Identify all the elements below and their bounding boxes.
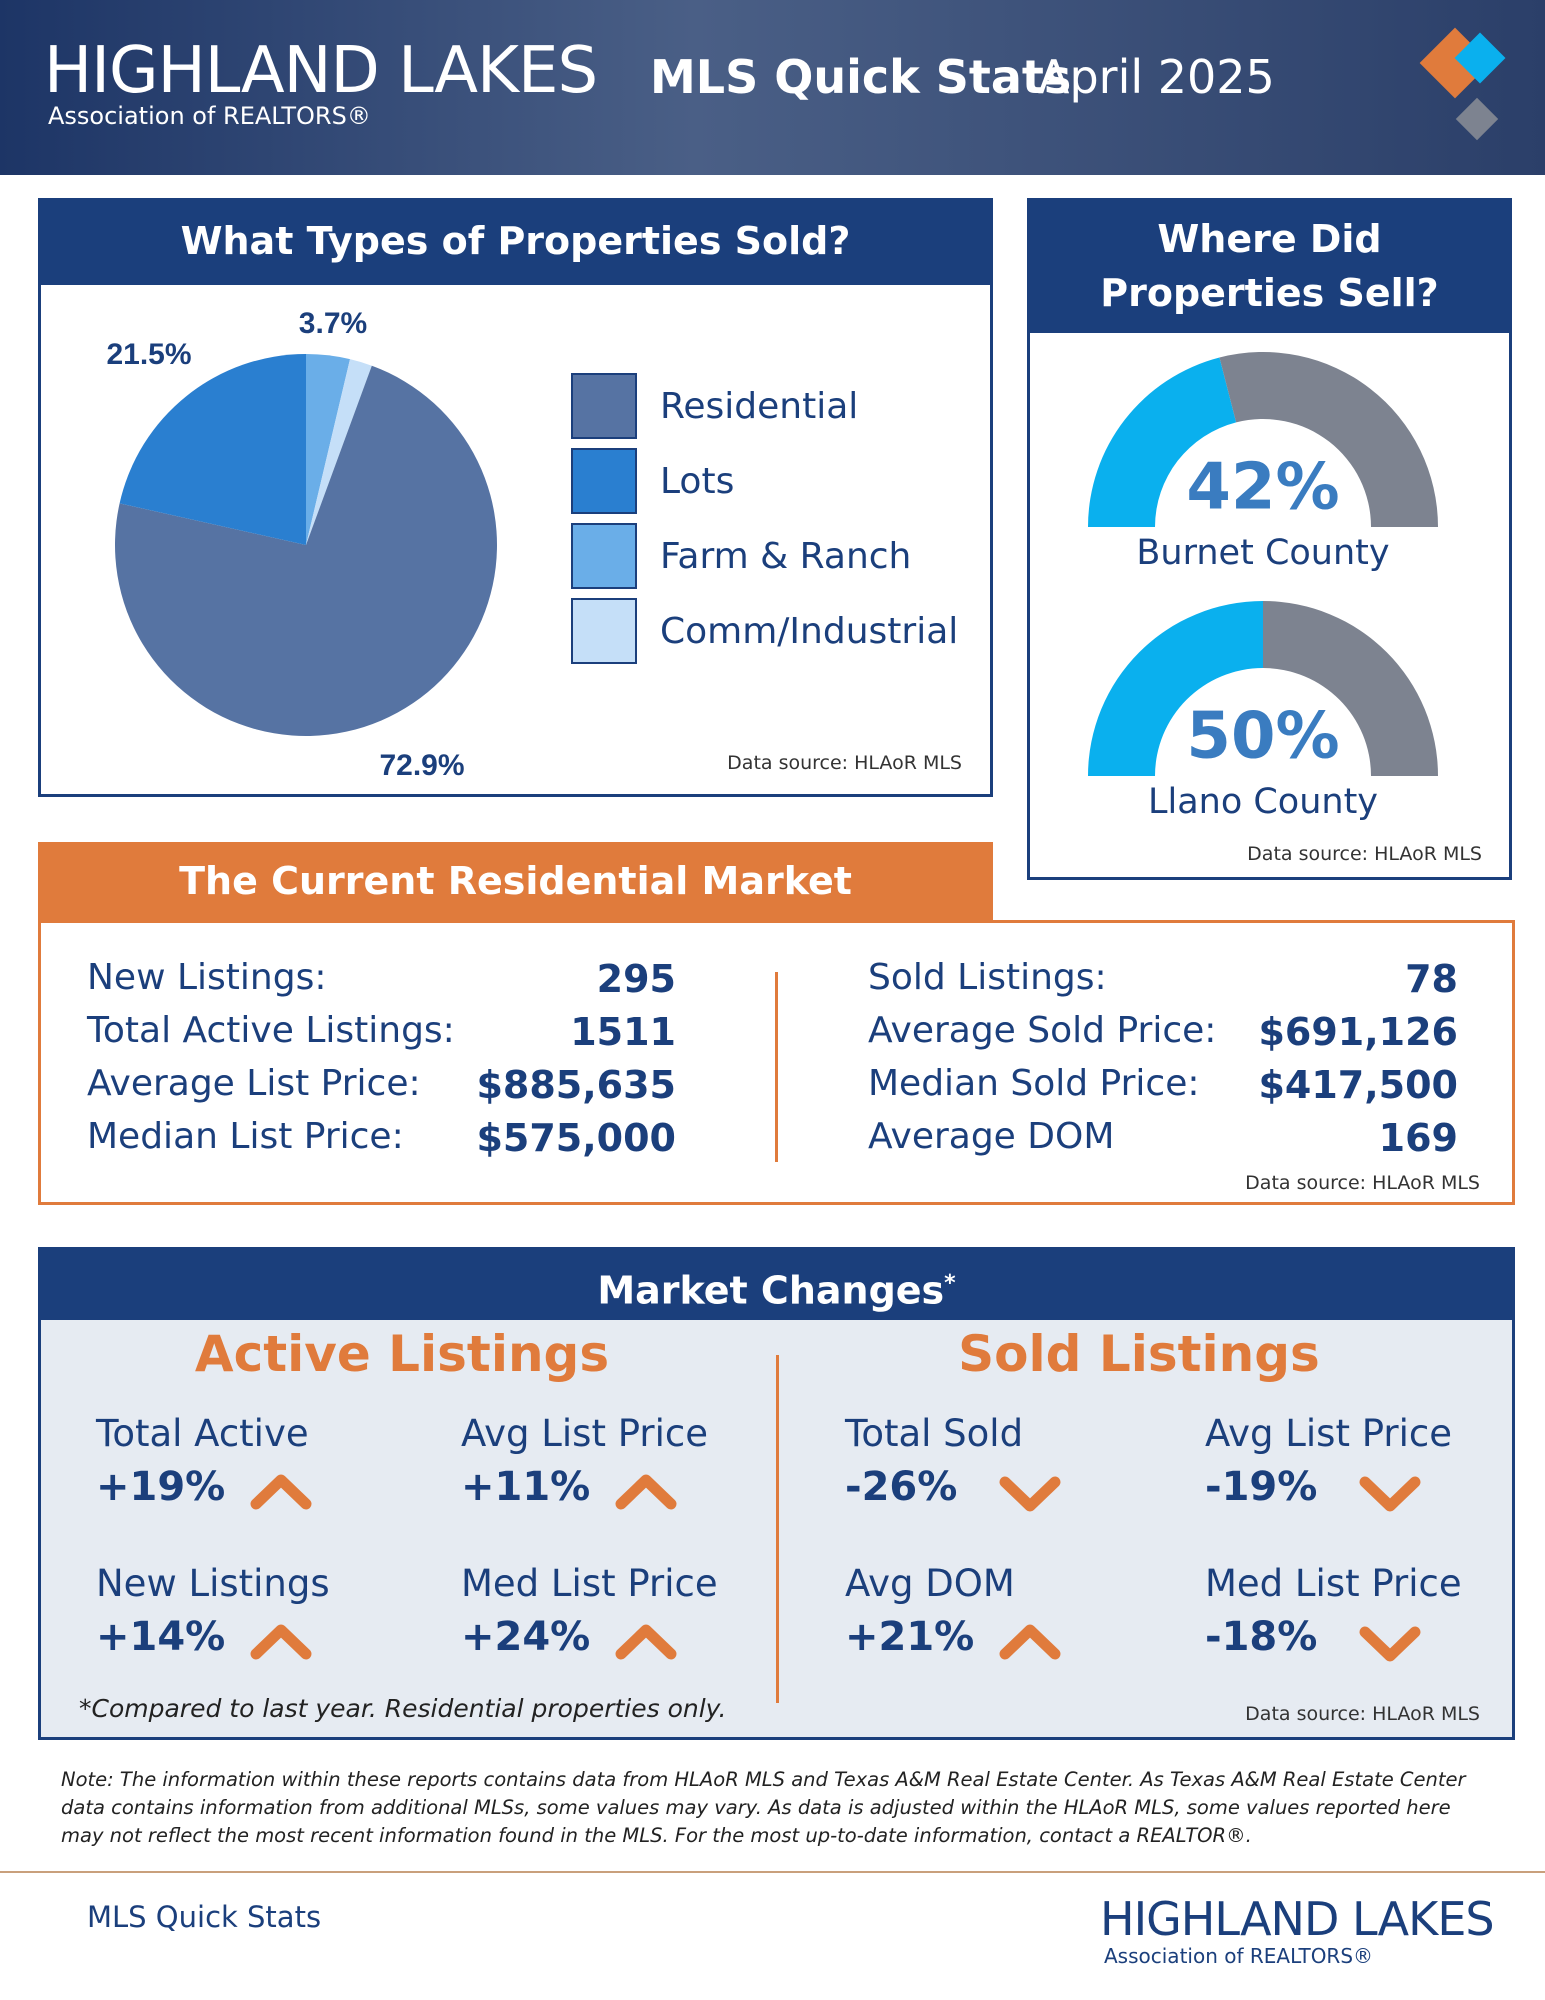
changes-footnote: *Compared to last year. Residential prop… [79, 1694, 727, 1723]
change-arrow [250, 1474, 312, 1510]
change-arrow [615, 1474, 677, 1510]
market-label: Median List Price: [87, 1116, 404, 1157]
market-value: 1511 [570, 1010, 676, 1054]
change-arrow [1359, 1476, 1421, 1512]
market-value: 295 [596, 957, 676, 1001]
market-title: The Current Residential Market [38, 842, 993, 920]
logo-sub: Association of REALTORS® [48, 102, 371, 130]
where-source: Data source: HLAoR MLS [1247, 843, 1482, 865]
changes-source: Data source: HLAoR MLS [1245, 1703, 1480, 1725]
change-label: Avg List Price [1205, 1412, 1452, 1455]
change-arrow [999, 1624, 1061, 1660]
change-arrow [250, 1624, 312, 1660]
change-label: Avg List Price [461, 1412, 708, 1455]
market-value: $885,635 [476, 1063, 676, 1107]
legend-label: Lots [660, 461, 734, 502]
group-title: Sold Listings [958, 1325, 1320, 1383]
gauge-label: 42% [1186, 451, 1339, 525]
change-label: Med List Price [1205, 1562, 1462, 1605]
change-arrow [1359, 1626, 1421, 1662]
changes-title-text: Market Changes [597, 1268, 945, 1313]
report-title: MLS Quick Stats [650, 50, 1072, 104]
types-title: What Types of Properties Sold? [38, 198, 993, 285]
legend-swatch [571, 448, 637, 514]
market-source: Data source: HLAoR MLS [1245, 1172, 1480, 1194]
change-value: +21% [845, 1614, 975, 1660]
group-title: Active Listings [194, 1325, 610, 1383]
header-banner [0, 0, 1545, 175]
note: Note: The information within these repor… [61, 1768, 1466, 1847]
change-value: -19% [1205, 1464, 1318, 1510]
market-label: Average List Price: [87, 1063, 421, 1104]
change-label: Avg DOM [845, 1562, 1015, 1605]
market-label: Median Sold Price: [868, 1063, 1200, 1104]
pie-slice [306, 359, 372, 545]
logo-diamonds [1419, 27, 1506, 141]
pie-label: 72.9% [379, 749, 464, 782]
change-label: Total Sold [845, 1412, 1024, 1455]
market-value: 78 [1405, 957, 1458, 1001]
change-arrow [999, 1476, 1061, 1512]
logo-name: HIGHLAND LAKES [44, 34, 598, 108]
legend-label: Comm/Industrial [660, 611, 958, 652]
pie-slice [114, 365, 497, 737]
gauge-fill [1088, 601, 1263, 776]
market-label: New Listings: [87, 957, 327, 998]
change-value: +24% [461, 1614, 591, 1660]
pie-label: 21.5% [106, 338, 191, 371]
footer-rule [0, 1871, 1545, 1873]
legend-label: Residential [660, 386, 858, 427]
footer-logo-name: HIGHLAND LAKES [1100, 1892, 1495, 1946]
change-value: +11% [461, 1464, 591, 1510]
market-label: Total Active Listings: [87, 1010, 455, 1051]
gauge-rest [1263, 601, 1438, 776]
change-value: -18% [1205, 1614, 1318, 1660]
where-title: Where Did Properties Sell? [1027, 198, 1512, 333]
pie-slice [306, 354, 351, 545]
gauge-county: Burnet County [1136, 533, 1389, 573]
market-label: Sold Listings: [868, 957, 1107, 998]
legend-label: Farm & Ranch [660, 536, 911, 577]
gauge-county: Llano County [1148, 782, 1378, 822]
legend-swatch [571, 598, 637, 664]
changes-divider [776, 1355, 779, 1703]
market-value: $691,126 [1258, 1010, 1458, 1054]
market-divider [775, 972, 778, 1162]
change-arrow [615, 1624, 677, 1660]
footer-logo-sub: Association of REALTORS® [1104, 1944, 1374, 1968]
footer-label: MLS Quick Stats [87, 1900, 322, 1934]
market-value: $417,500 [1258, 1063, 1458, 1107]
market-label: Average Sold Price: [868, 1010, 1217, 1051]
report-period: April 2025 [1038, 50, 1275, 104]
market-value: 169 [1378, 1116, 1458, 1160]
change-label: Med List Price [461, 1562, 718, 1605]
pie-slice [119, 354, 306, 545]
market-label: Average DOM [868, 1116, 1115, 1157]
gauge-label: 50% [1186, 700, 1339, 774]
change-label: Total Active [96, 1412, 309, 1455]
change-value: +19% [96, 1464, 226, 1510]
change-label: New Listings [96, 1562, 330, 1605]
gauge-fill [1088, 357, 1237, 527]
market-box [38, 920, 1515, 1205]
market-value: $575,000 [476, 1116, 676, 1160]
changes-title-mark: * [944, 1271, 956, 1296]
change-value: -26% [845, 1464, 958, 1510]
changes-title: Market Changes* [38, 1247, 1515, 1320]
legend-swatch [571, 373, 637, 439]
pie-label: 3.7% [299, 307, 367, 340]
types-source: Data source: HLAoR MLS [727, 752, 962, 774]
gauge-rest [1219, 352, 1438, 527]
legend-swatch [571, 523, 637, 589]
change-value: +14% [96, 1614, 226, 1660]
